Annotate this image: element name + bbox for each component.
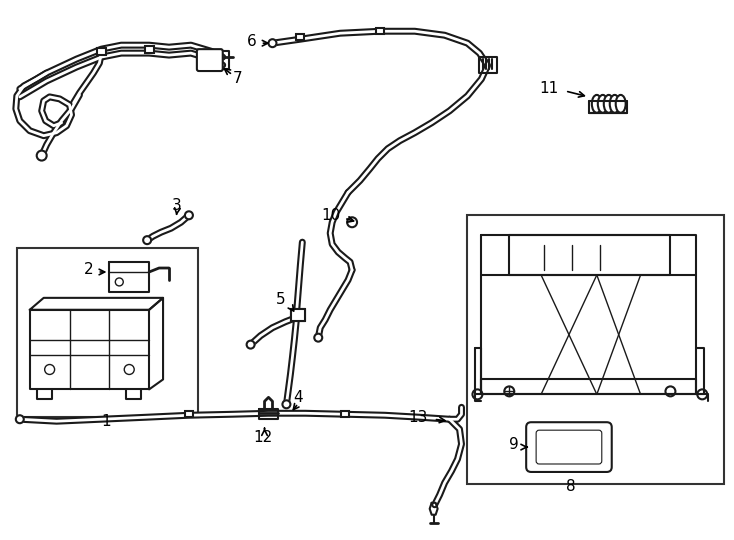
FancyBboxPatch shape <box>197 49 222 71</box>
Circle shape <box>314 334 322 342</box>
Circle shape <box>269 39 277 47</box>
Circle shape <box>185 211 193 219</box>
Text: 7: 7 <box>233 71 242 86</box>
Bar <box>17 248 198 417</box>
Text: 2: 2 <box>84 262 93 278</box>
Bar <box>376 28 384 34</box>
Text: 1: 1 <box>101 414 111 429</box>
Ellipse shape <box>597 95 608 113</box>
Text: 8: 8 <box>566 480 575 495</box>
FancyBboxPatch shape <box>526 422 611 472</box>
Text: 6: 6 <box>247 33 257 49</box>
Circle shape <box>16 415 23 423</box>
Circle shape <box>143 236 151 244</box>
Text: 3: 3 <box>172 198 182 213</box>
Text: 12: 12 <box>253 430 272 444</box>
Bar <box>468 215 724 484</box>
Text: 13: 13 <box>408 410 428 425</box>
Text: 10: 10 <box>321 208 340 223</box>
Text: 11: 11 <box>539 82 559 97</box>
Bar <box>145 46 153 52</box>
Ellipse shape <box>610 95 619 113</box>
Ellipse shape <box>592 95 602 113</box>
Circle shape <box>247 341 255 349</box>
Bar <box>341 411 349 417</box>
Circle shape <box>283 400 291 408</box>
Bar <box>185 411 193 417</box>
Text: 4: 4 <box>294 390 303 405</box>
FancyBboxPatch shape <box>536 430 602 464</box>
Bar <box>297 34 305 40</box>
Bar <box>291 309 305 321</box>
Text: 9: 9 <box>509 437 519 451</box>
Text: 5: 5 <box>276 292 286 307</box>
Circle shape <box>37 151 47 160</box>
Bar <box>97 48 106 55</box>
Ellipse shape <box>616 95 625 113</box>
Ellipse shape <box>604 95 614 113</box>
Circle shape <box>347 217 357 227</box>
